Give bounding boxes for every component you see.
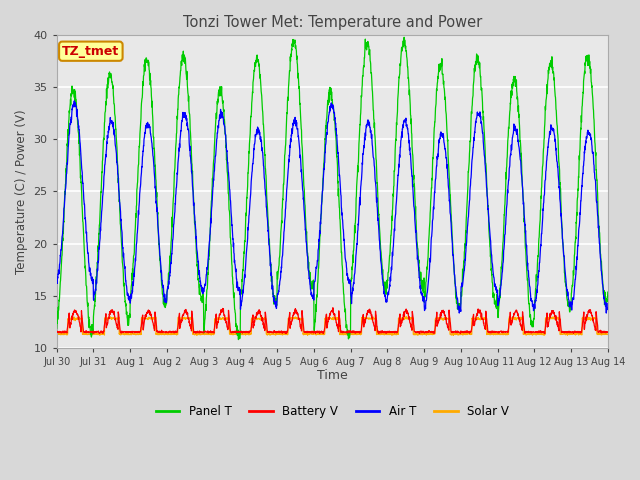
Solar V bbox=[53, 331, 61, 336]
Panel T bbox=[235, 336, 243, 342]
Panel T bbox=[207, 218, 214, 224]
Air T bbox=[604, 306, 612, 312]
Line: Panel T: Panel T bbox=[57, 37, 608, 339]
Line: Air T: Air T bbox=[57, 101, 608, 313]
Panel T bbox=[53, 325, 61, 331]
Text: TZ_tmet: TZ_tmet bbox=[62, 45, 120, 58]
Air T bbox=[602, 310, 610, 316]
Air T bbox=[493, 287, 500, 292]
Solar V bbox=[360, 316, 368, 322]
Air T bbox=[571, 284, 579, 290]
Battery V bbox=[329, 305, 337, 311]
Air T bbox=[207, 224, 214, 229]
Battery V bbox=[541, 331, 548, 336]
Solar V bbox=[493, 331, 500, 337]
Panel T bbox=[493, 291, 500, 297]
Battery V bbox=[493, 329, 500, 335]
Panel T bbox=[400, 35, 408, 40]
Battery V bbox=[571, 328, 579, 334]
Solar V bbox=[604, 332, 612, 337]
Battery V bbox=[604, 329, 612, 335]
Battery V bbox=[207, 329, 214, 335]
Y-axis label: Temperature (C) / Power (V): Temperature (C) / Power (V) bbox=[15, 109, 28, 274]
Battery V bbox=[53, 329, 61, 335]
Solar V bbox=[193, 333, 201, 338]
Battery V bbox=[360, 321, 368, 326]
Battery V bbox=[556, 312, 563, 317]
Air T bbox=[360, 144, 368, 149]
Air T bbox=[70, 98, 78, 104]
Panel T bbox=[360, 55, 368, 60]
Line: Solar V: Solar V bbox=[57, 316, 608, 336]
X-axis label: Time: Time bbox=[317, 370, 348, 383]
Solar V bbox=[207, 331, 214, 337]
Air T bbox=[556, 184, 563, 190]
Battery V bbox=[348, 328, 356, 334]
Line: Battery V: Battery V bbox=[57, 308, 608, 334]
Panel T bbox=[556, 167, 563, 173]
Legend: Panel T, Battery V, Air T, Solar V: Panel T, Battery V, Air T, Solar V bbox=[151, 400, 514, 423]
Panel T bbox=[571, 244, 579, 250]
Solar V bbox=[506, 313, 513, 319]
Panel T bbox=[348, 267, 356, 273]
Air T bbox=[348, 290, 356, 296]
Panel T bbox=[604, 289, 612, 295]
Air T bbox=[53, 276, 61, 282]
Solar V bbox=[571, 331, 579, 336]
Title: Tonzi Tower Met: Temperature and Power: Tonzi Tower Met: Temperature and Power bbox=[182, 15, 482, 30]
Solar V bbox=[556, 316, 563, 322]
Solar V bbox=[348, 332, 356, 337]
